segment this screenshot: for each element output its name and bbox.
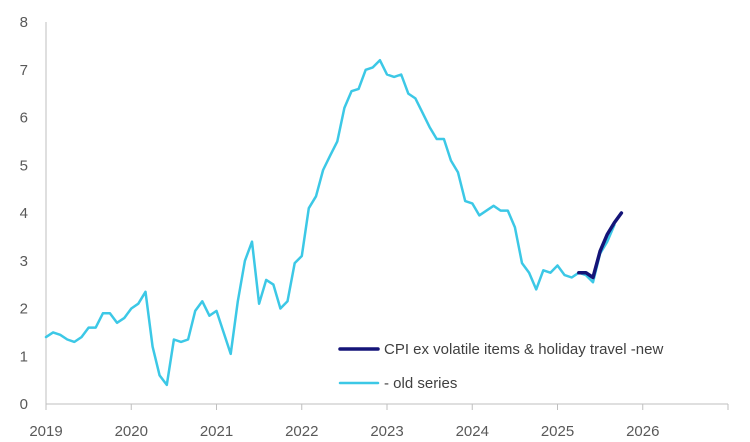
y-tick-label: 5 [20, 157, 28, 174]
x-tick-label: 2020 [115, 423, 148, 440]
y-tick-label: 2 [20, 301, 28, 318]
y-tick-label: 0 [20, 396, 28, 413]
legend: CPI ex volatile items & holiday travel -… [338, 341, 663, 392]
series-layer [44, 58, 624, 387]
y-tick-label: 1 [20, 348, 28, 365]
axes [45, 22, 729, 410]
x-tick-label: 2019 [29, 423, 62, 440]
x-tick-label: 2021 [200, 423, 233, 440]
y-tick-label: 7 [20, 62, 28, 79]
y-tick-label: 4 [20, 205, 28, 222]
x-tick-label: 2026 [626, 423, 659, 440]
y-tick-label: 6 [20, 110, 28, 127]
x-axis-tick-labels: 2019 2020 2021 2022 2023 2024 2025 2026 [29, 423, 659, 440]
series-line-new-series [577, 211, 624, 280]
legend-label: - old series [384, 375, 457, 392]
y-tick-label: 8 [20, 14, 28, 31]
x-tick-label: 2022 [285, 423, 318, 440]
x-tick-label: 2023 [370, 423, 403, 440]
legend-label: CPI ex volatile items & holiday travel -… [384, 341, 663, 358]
x-tick-label: 2024 [456, 423, 489, 440]
y-axis-tick-labels: 0 1 2 3 4 5 6 7 8 [20, 14, 28, 413]
series-line-old-series [44, 58, 616, 387]
x-tick-label: 2025 [541, 423, 574, 440]
y-tick-label: 3 [20, 253, 28, 270]
